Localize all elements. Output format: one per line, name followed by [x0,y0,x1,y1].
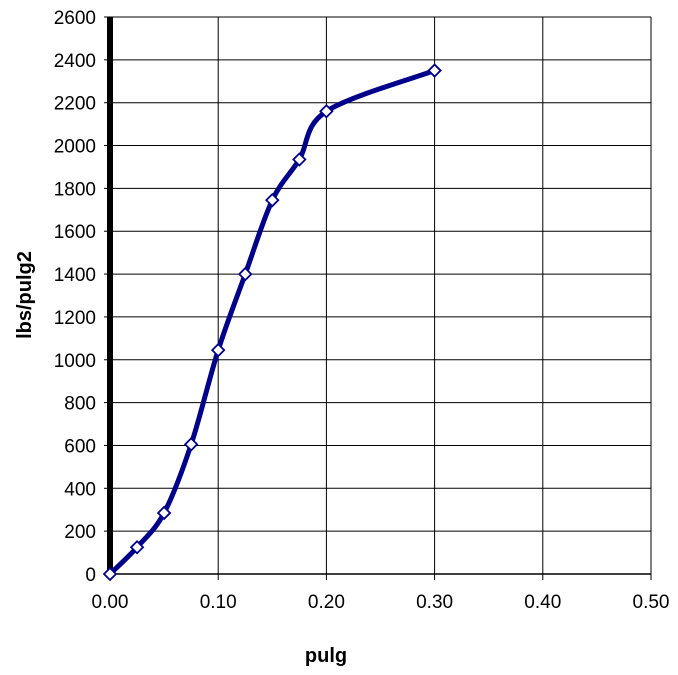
data-point [292,152,307,167]
series-line [107,68,438,577]
y-tick-label: 800 [64,394,96,415]
data-point [427,63,442,78]
data-point [156,505,172,521]
x-tick-label: 0.20 [308,592,345,613]
x-tick-label: 0.40 [524,592,561,613]
y-tick-label: 1200 [54,308,96,329]
x-tick-label: 0.50 [633,592,670,613]
x-tick-labels: 0.00 0.10 0.20 0.30 0.40 0.50 [92,592,670,613]
y-tick-label: 2000 [54,137,96,158]
y-tick-label: 400 [64,479,96,500]
data-point [210,342,226,358]
data-point [102,566,118,582]
y-tick-label: 2200 [54,94,96,115]
x-tick-label: 0.30 [416,592,453,613]
y-tick-label: 2400 [54,51,96,72]
y-tick-label: 1800 [54,179,96,200]
y-tick-label: 0 [85,565,96,586]
x-tick-label: 0.00 [92,592,129,613]
y-tick-labels: 0 200 400 600 800 1000 1200 1400 1600 1800 2000 220… [54,8,96,586]
y-tick-label: 600 [64,436,96,457]
axes [104,16,652,580]
y-tick-label: 1000 [54,351,96,372]
y-tick-label: 1600 [54,222,96,243]
y-tick-label: 1400 [54,265,96,286]
data-point [237,266,253,282]
grid [110,16,652,574]
data-point [129,539,145,555]
series [102,63,442,582]
y-axis-title: lbs/pulg2 [14,251,36,339]
y-tick-label: 2600 [54,8,96,29]
data-point [265,192,280,208]
x-axis-title: pulg [305,645,347,667]
data-point [183,437,199,452]
x-tick-label: 0.10 [200,592,237,613]
data-point [319,103,334,119]
y-tick-label: 200 [64,522,96,543]
